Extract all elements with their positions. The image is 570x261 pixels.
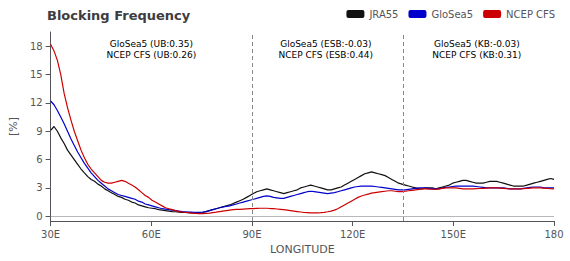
svg-text:9: 9 [36, 126, 42, 137]
svg-text:30E: 30E [41, 229, 60, 240]
svg-text:0: 0 [36, 211, 42, 222]
svg-text:15: 15 [30, 69, 43, 80]
svg-text:Blocking Frequency: Blocking Frequency [47, 8, 191, 23]
svg-text:3: 3 [36, 182, 42, 193]
svg-text:GloSea5 (KB:-0.03): GloSea5 (KB:-0.03) [434, 39, 520, 49]
svg-text:GloSea5 (ESB:-0.03): GloSea5 (ESB:-0.03) [280, 39, 371, 49]
svg-text:NCEP CFS (ESB:0.44): NCEP CFS (ESB:0.44) [279, 50, 374, 60]
svg-text:LONGITUDE: LONGITUDE [270, 243, 335, 256]
svg-text:150E: 150E [441, 229, 466, 240]
svg-text:120E: 120E [340, 229, 365, 240]
svg-text:6: 6 [36, 154, 42, 165]
svg-text:180: 180 [544, 229, 563, 240]
svg-text:[%]: [%] [7, 117, 20, 136]
svg-text:NCEP CFS (UB:0.26): NCEP CFS (UB:0.26) [106, 50, 196, 60]
svg-text:GloSea5: GloSea5 [431, 9, 473, 20]
svg-text:60E: 60E [142, 229, 161, 240]
svg-text:18: 18 [30, 41, 43, 52]
svg-text:NCEP CFS (KB:0.31): NCEP CFS (KB:0.31) [432, 50, 521, 60]
svg-text:GloSea5 (UB:0.35): GloSea5 (UB:0.35) [110, 39, 193, 49]
svg-text:NCEP CFS: NCEP CFS [506, 9, 555, 20]
svg-text:JRA55: JRA55 [368, 9, 398, 20]
svg-text:12: 12 [30, 97, 43, 108]
svg-text:90E: 90E [242, 229, 261, 240]
